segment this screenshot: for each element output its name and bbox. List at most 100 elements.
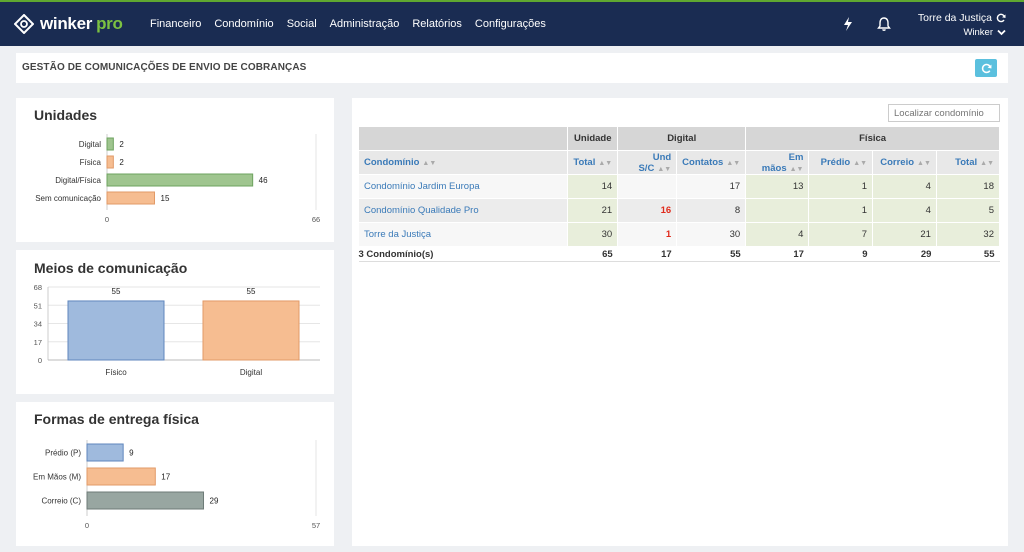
category-label: Digital — [240, 368, 262, 377]
total-predio: 9 — [808, 246, 873, 262]
tick-label: 66 — [312, 215, 320, 224]
col-predio[interactable]: Prédio ▲▼ — [808, 150, 874, 175]
cell-contatos: 17 — [676, 174, 747, 199]
category-label: Física — [80, 158, 102, 167]
category-label: Prédio (P) — [45, 449, 81, 458]
sort-icon: ▲▼ — [598, 160, 613, 167]
table-panel: Unidade Digital Física Condomínio▲▼ Tota… — [352, 98, 1008, 546]
data-label: 55 — [112, 287, 121, 296]
cell-correio: 4 — [872, 174, 937, 199]
col-condominio[interactable]: Condomínio ▲▼ — [357, 150, 569, 175]
formas-title: Formas de entrega física — [34, 411, 199, 427]
nav-configuracoes[interactable]: Configurações — [474, 18, 546, 30]
bar — [106, 173, 254, 187]
winker-logo-icon — [14, 14, 34, 34]
cell-em-maos: 13 — [745, 174, 810, 199]
category-label: Digital/Física — [55, 176, 101, 185]
col-und-sc[interactable]: Und S/C ▲▼ — [617, 150, 678, 175]
cell-und-sc[interactable]: 1 — [617, 222, 678, 247]
cell-unidade-total: 30 — [567, 222, 619, 247]
col-contatos[interactable]: Contatos ▲▼ — [676, 150, 747, 175]
meios-panel: Meios de comunicação 0 17 34 51 68 55 Físico 55… — [16, 250, 334, 394]
nav-condominio[interactable]: Condomínio — [214, 18, 274, 30]
bar — [86, 491, 205, 510]
group-digital: Digital — [617, 126, 747, 151]
sort-icon: ▲▼ — [657, 165, 672, 173]
category-label: Digital — [79, 140, 101, 149]
chevron-down-icon[interactable] — [997, 29, 1006, 36]
tick-label: 51 — [34, 301, 42, 310]
cell-unidade-total: 14 — [567, 174, 619, 199]
total-fisica: 55 — [936, 246, 1000, 262]
current-condo: Torre da Justiça — [917, 12, 992, 24]
cell-em-maos — [745, 198, 810, 223]
cell-correio: 21 — [872, 222, 937, 247]
sort-icon: ▲▼ — [853, 160, 868, 167]
bell-icon[interactable] — [876, 16, 892, 32]
cell-und-sc[interactable]: 16 — [617, 198, 678, 223]
table-row: Torre da Justiça 30 1 30 4 7 21 32 — [357, 222, 1001, 247]
col-correio[interactable]: Correio ▲▼ — [872, 150, 937, 175]
user-menu[interactable]: Torre da Justiça Winker — [918, 12, 1006, 38]
condo-link[interactable]: Condomínio Qualidade Pro — [357, 198, 569, 223]
data-label: 2 — [119, 158, 124, 167]
cell-und-sc — [617, 174, 678, 199]
sort-icon: ▲▼ — [980, 160, 994, 167]
switch-condo-icon[interactable] — [996, 13, 1006, 23]
refresh-icon — [981, 63, 991, 73]
cell-fisica-total: 18 — [935, 174, 1001, 199]
page-header: GESTÃO DE COMUNICAÇÕES DE ENVIO DE COBRA… — [16, 53, 1008, 83]
category-label: Correio (C) — [41, 497, 81, 506]
tick-label: 0 — [105, 215, 109, 224]
cell-contatos: 30 — [676, 222, 747, 247]
sort-icon: ▲▼ — [917, 160, 931, 167]
search-input[interactable] — [888, 104, 1000, 122]
bar — [106, 155, 114, 169]
data-label: 2 — [119, 140, 124, 149]
total-correio: 29 — [872, 246, 937, 262]
nav-administracao[interactable]: Administração — [329, 18, 400, 30]
total-count: 3 Condomínio(s) — [358, 246, 568, 262]
condo-link[interactable]: Torre da Justiça — [357, 222, 569, 247]
col-unidade-total[interactable]: Total ▲▼ — [567, 150, 619, 175]
bar — [202, 300, 300, 361]
cell-predio: 7 — [808, 222, 874, 247]
bar — [67, 300, 165, 361]
formas-chart: Prédio (P) 9 Em Mãos (M) 17 Correio (C) 29 0 57 — [33, 440, 320, 530]
cell-contatos: 8 — [676, 198, 747, 223]
brand-name: winker pro — [40, 14, 123, 33]
data-label: 46 — [259, 176, 268, 185]
refresh-button[interactable] — [975, 59, 997, 77]
nav-financeiro[interactable]: Financeiro — [150, 18, 202, 30]
lightning-icon[interactable] — [840, 16, 856, 32]
top-navbar: winker pro Financeiro Condomínio Social A… — [0, 0, 1024, 46]
nav-social[interactable]: Social — [286, 18, 317, 30]
formas-panel: Formas de entrega física Prédio (P) 9 Em M… — [16, 402, 334, 546]
data-label: 55 — [247, 287, 256, 296]
cell-em-maos: 4 — [745, 222, 810, 247]
group-unidade: Unidade — [567, 126, 619, 151]
total-contatos: 55 — [676, 246, 746, 262]
cell-unidade-total: 21 — [567, 198, 619, 223]
condo-link[interactable]: Condomínio Jardim Europa — [357, 174, 569, 199]
logo[interactable]: winker pro — [14, 11, 123, 37]
tick-label: 34 — [34, 320, 42, 329]
tick-label: 0 — [85, 521, 89, 530]
data-label: 15 — [161, 194, 170, 203]
tick-label: 17 — [34, 338, 42, 347]
cell-predio: 1 — [808, 198, 874, 223]
category-label: Em Mãos (M) — [33, 473, 81, 482]
sort-icon: ▲▼ — [789, 165, 804, 173]
category-label: Físico — [105, 368, 127, 377]
data-label: 9 — [129, 449, 134, 458]
total-unidade: 65 — [567, 246, 618, 262]
category-label: Sem comunicação — [35, 194, 101, 203]
nav-relatorios[interactable]: Relatórios — [412, 18, 462, 30]
bar — [106, 191, 155, 205]
unidades-title: Unidades — [34, 107, 98, 123]
bar — [86, 467, 156, 486]
col-fisica-total[interactable]: Total ▲▼ — [935, 150, 1001, 175]
meios-chart: 0 17 34 51 68 55 Físico 55 Digital — [34, 283, 320, 377]
col-em-maos[interactable]: Em mãos ▲▼ — [745, 150, 810, 175]
table-row: Condomínio Jardim Europa 14 17 13 1 4 18 — [357, 174, 1001, 199]
